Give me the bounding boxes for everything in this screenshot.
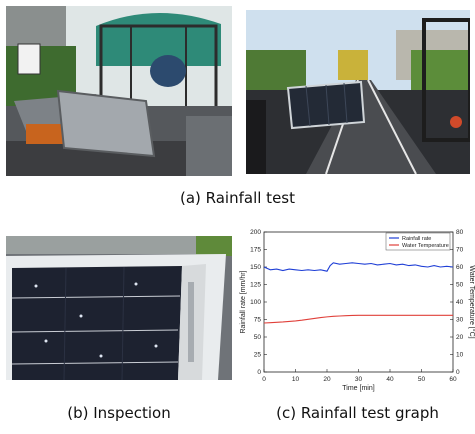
series-line-water-temperature — [263, 314, 453, 324]
y2-tick-label: 60 — [456, 264, 464, 271]
caption-graph: (c) Rainfall test graph — [276, 404, 439, 422]
x-tick-label: 10 — [292, 376, 300, 383]
y2-tick-label: 50 — [456, 282, 464, 289]
y2-tick-label: 0 — [456, 369, 460, 376]
y-tick-label: 175 — [250, 247, 261, 254]
y2-axis-label: Water Temperature [°C] — [468, 265, 475, 338]
y2-tick-label: 40 — [456, 299, 464, 306]
x-tick-label: 0 — [262, 376, 266, 383]
y-tick-label: 100 — [250, 299, 261, 306]
y-tick-label: 75 — [254, 317, 262, 324]
rainfall-test-photo-vehicle — [246, 10, 470, 174]
y2-tick-label: 80 — [456, 229, 464, 236]
legend-box — [385, 232, 451, 251]
caption-inspection: (b) Inspection — [67, 404, 171, 422]
inspection-photo — [6, 236, 232, 380]
x-tick-label: 60 — [449, 376, 457, 383]
y-axis-label: Rainfall rate [mm/hr] — [240, 270, 247, 333]
x-tick-label: 40 — [386, 376, 394, 383]
legend-label: Water Temperature — [402, 243, 449, 249]
y2-tick-label: 30 — [456, 317, 464, 324]
y-tick-label: 125 — [250, 282, 261, 289]
x-tick-label: 30 — [355, 376, 363, 383]
caption-rainfall-test: (a) Rainfall test — [179, 189, 295, 207]
y-tick-label: 150 — [250, 264, 261, 271]
rainfall-test-chart: 0 10 20 30 40 50 60 0 25 50 75 100 125 150 175 200 0 10 20… — [236, 228, 475, 396]
y-tick-label: 50 — [254, 334, 262, 341]
legend-label: Rainfall rate — [402, 236, 431, 242]
y-tick-label: 25 — [254, 352, 262, 359]
y2-tick-label: 20 — [456, 334, 464, 341]
x-tick-label: 50 — [418, 376, 426, 383]
plot-frame — [263, 231, 454, 373]
y2-tick-label: 10 — [456, 352, 464, 359]
y-tick-label: 200 — [250, 229, 261, 236]
y-tick-label: 0 — [257, 369, 261, 376]
series-line-rainfall-rate — [263, 262, 454, 272]
rainfall-test-photo-rig — [6, 6, 232, 176]
y2-tick-label: 70 — [456, 247, 464, 254]
x-axis-label: Time [min] — [342, 385, 374, 392]
x-tick-label: 20 — [323, 376, 331, 383]
